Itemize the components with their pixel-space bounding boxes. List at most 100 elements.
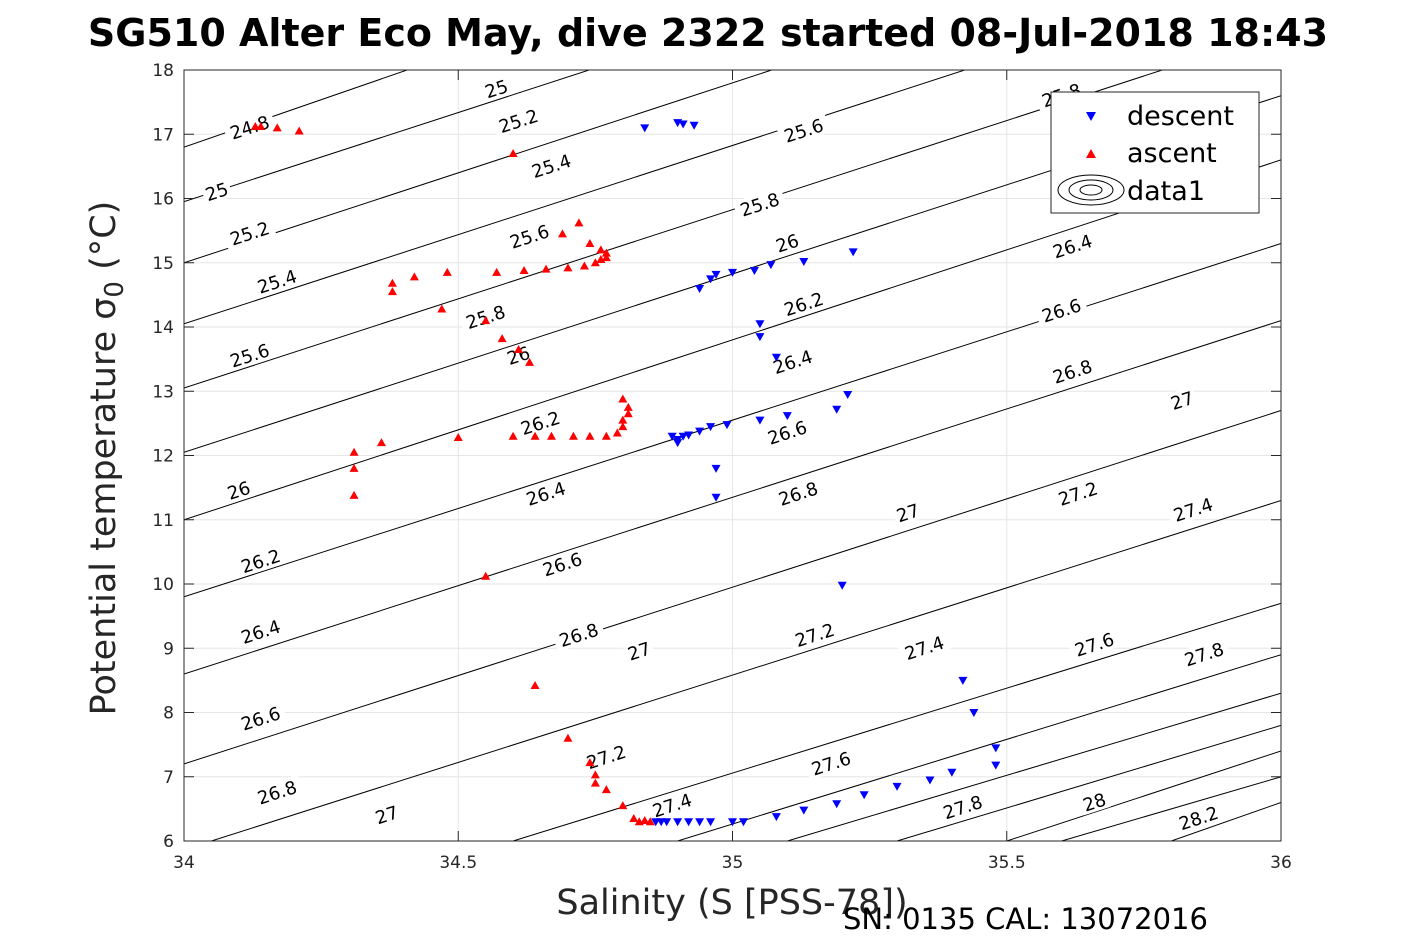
descent-point (695, 427, 705, 436)
descent-point (711, 464, 721, 473)
ascent-point (618, 801, 628, 810)
ascent-point (557, 229, 567, 238)
ascent-point (574, 218, 584, 227)
ascent-point (508, 431, 518, 440)
contour-line (184, 70, 409, 148)
descent-point (837, 581, 847, 590)
ascent-point (481, 571, 491, 580)
ascent-point (387, 287, 397, 296)
ascent-point (601, 248, 611, 257)
x-tick-label: 36 (1270, 853, 1292, 873)
ascent-point (579, 261, 589, 270)
contour-label-bg (513, 405, 568, 440)
descent-point (684, 818, 694, 827)
ascent-point (514, 344, 524, 353)
descent-point (771, 353, 781, 362)
contour-label-bg (891, 498, 925, 527)
ascent-point (585, 431, 595, 440)
ascent-point (585, 238, 595, 247)
grid (183, 69, 1282, 842)
descent-point (766, 261, 776, 270)
descent-point (728, 818, 737, 827)
ascent-point (481, 316, 491, 325)
ascent-point (519, 265, 529, 274)
ascent-point (563, 733, 573, 742)
descent-point (662, 818, 672, 827)
descent-point (843, 390, 853, 399)
ascent-point (590, 770, 600, 779)
contour-label: 27 (370, 800, 403, 829)
contour-label-bg (765, 344, 820, 379)
y-axis-ticks: 6 7 8 9 10 11 12 13 14 15 16 17 18 (152, 61, 1281, 852)
contour-label-bg (222, 337, 277, 373)
ascent-point (349, 463, 359, 472)
descent-point (947, 768, 957, 777)
ascent-point (629, 814, 639, 823)
data-points (250, 119, 1001, 827)
descent-point (706, 818, 716, 827)
descent-point (667, 432, 677, 441)
contour-label-bg (1171, 800, 1226, 835)
descent-point (678, 432, 688, 441)
y-tick-label: 18 (152, 61, 174, 81)
y-axis-label-unit: (°C) (84, 201, 124, 281)
contour-label-bg (518, 475, 573, 511)
descent-point (678, 120, 688, 129)
x-tick-label: 34.5 (439, 853, 477, 873)
contour-label-bg (776, 112, 831, 148)
x-tick-label: 34 (173, 853, 195, 873)
legend-data1-label: data1 (1127, 176, 1205, 207)
contour-label-bg (250, 774, 304, 810)
contour-label-bg (458, 299, 513, 334)
descent-point (892, 782, 902, 791)
ascent-point (563, 263, 573, 272)
ascent-point (294, 126, 304, 135)
legend-ascent-marker (1086, 149, 1096, 158)
contour-label-bg (222, 109, 277, 145)
y-tick-label: 8 (163, 704, 174, 724)
ascent-point (349, 490, 359, 499)
descent-point (749, 266, 759, 275)
ascent-point (590, 778, 600, 787)
contour-line (184, 70, 967, 325)
ascent-point (601, 431, 611, 440)
contour-label-bg (233, 614, 288, 649)
y-tick-label: 15 (152, 254, 174, 274)
descent-point (711, 270, 721, 279)
descent-point (969, 709, 979, 717)
contour-line (1006, 750, 1281, 841)
contour-line (787, 692, 1281, 841)
contour-label-bg (771, 475, 825, 511)
contour-line (677, 654, 1281, 841)
contour-label-bg (250, 263, 304, 299)
descent-point (755, 333, 765, 342)
ascent-point (623, 402, 633, 411)
contour-line (1171, 802, 1281, 841)
descent-point (799, 806, 809, 815)
contour-label: 26 (770, 228, 804, 258)
ascent-point (525, 357, 535, 366)
legend[interactable]: descent ascent data1 (1050, 91, 1260, 214)
ascent-point (376, 438, 386, 447)
y-axis-label-main: Potential temperature (84, 320, 124, 716)
contour-label: 27 (1165, 386, 1199, 415)
contour-label-bg (787, 617, 842, 652)
descent-point (832, 405, 842, 414)
chart-title: SG510 Alter Eco May, dive 2322 started 0… (88, 11, 1328, 55)
contour-label-bg (760, 414, 814, 450)
y-axis-label-sigma: σ (84, 298, 124, 320)
descent-point (689, 121, 699, 130)
contour-label-bg (1067, 626, 1122, 662)
ascent-point (442, 267, 452, 276)
y-tick-label: 10 (152, 575, 174, 595)
descent-point (738, 818, 748, 827)
descent-point (848, 248, 858, 257)
ascent-point (492, 267, 502, 276)
ascent-point (590, 258, 600, 267)
ascent-point (409, 272, 419, 281)
ascent-point (387, 278, 397, 287)
contour-label-bg (622, 636, 656, 665)
y-tick-label: 12 (152, 447, 174, 467)
descent-point (711, 493, 721, 502)
